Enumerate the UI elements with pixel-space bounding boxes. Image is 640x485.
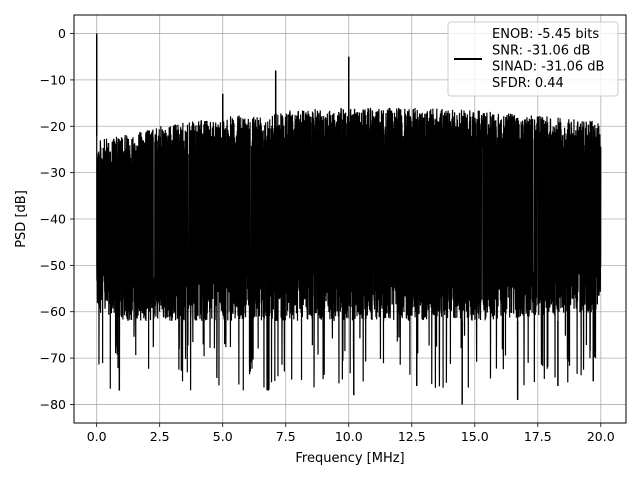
y-tick-label: −70 — [40, 351, 66, 366]
x-tick-label: 0.0 — [87, 429, 107, 444]
x-tick-label: 5.0 — [213, 429, 233, 444]
x-tick-label: 12.5 — [398, 429, 426, 444]
x-tick-label: 17.5 — [524, 429, 552, 444]
x-tick-label: 15.0 — [461, 429, 489, 444]
x-tick-label: 10.0 — [335, 429, 363, 444]
y-tick-label: −20 — [40, 119, 66, 134]
tick-layer: 0.0 2.5 5.0 7.5 10.0 12.5 15.0 17.5 20.0 0 −10 −20 −… — [40, 26, 615, 444]
y-tick-label: −10 — [40, 72, 66, 87]
legend-entry-line: SNR: -31.06 dB — [492, 43, 590, 58]
y-tick-label: −60 — [40, 304, 66, 319]
y-tick-label: −30 — [40, 165, 66, 180]
legend-entry-label: ENOB: -5.45 bits SNR: -31.06 dB SINAD: -31… — [492, 27, 604, 91]
y-tick-label: −50 — [40, 258, 66, 273]
y-tick-label: −40 — [40, 212, 66, 227]
x-tick-label: 2.5 — [150, 429, 170, 444]
legend-entry-line: SFDR: 0.44 — [492, 76, 564, 91]
x-tick-label: 20.0 — [587, 429, 615, 444]
y-tick-label: −80 — [40, 397, 66, 412]
legend-entry-line: SINAD: -31.06 dB — [492, 60, 604, 75]
legend-entry-line: ENOB: -5.45 bits — [492, 27, 599, 42]
y-axis-label: PSD [dB] — [14, 190, 29, 248]
data-layer — [95, 33, 602, 405]
legend: ENOB: -5.45 bits SNR: -31.06 dB SINAD: -31… — [447, 21, 619, 97]
x-tick-label: 7.5 — [276, 429, 296, 444]
legend-box — [447, 21, 619, 97]
psd-trace — [96, 33, 602, 405]
y-tick-label: 0 — [58, 26, 66, 41]
x-axis-label: Frequency [MHz] — [295, 451, 404, 466]
